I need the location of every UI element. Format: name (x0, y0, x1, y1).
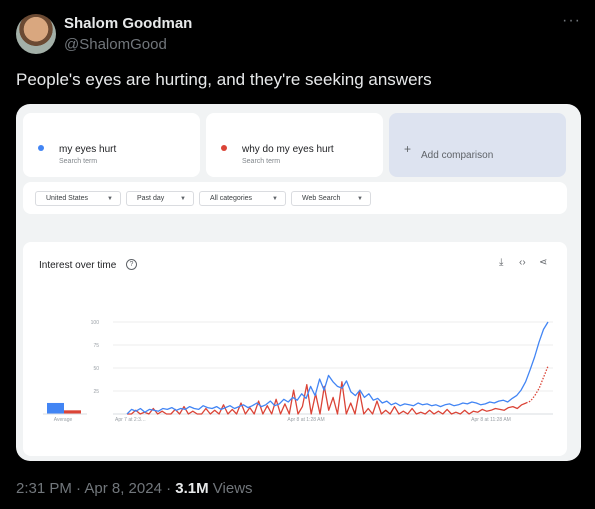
dropdown-arrow-icon: ▼ (272, 196, 278, 202)
tweet-meta: 2:31 PM · Apr 8, 2024 · 3.1M Views (16, 480, 253, 497)
add-comparison-label: Add comparison (421, 150, 494, 161)
filter-search-type: Web Search ▼ (291, 191, 371, 206)
x-tick-label: Apr 8 at 1:28 AM (287, 417, 324, 423)
dropdown-arrow-icon: ▼ (180, 196, 186, 202)
series-line (126, 321, 549, 415)
search-term-title: my eyes hurt (59, 144, 117, 155)
search-term-subtitle: Search term (242, 158, 281, 165)
x-tick-label: Apr 7 at 2:3… (115, 417, 146, 423)
average-label: Average (54, 417, 73, 423)
tweet-text: People's eyes are hurting, and they're s… (16, 70, 432, 89)
embed-icon: ‹› (519, 257, 526, 268)
filter-region: United States ▼ (35, 191, 121, 206)
y-tick-label: 100 (91, 320, 100, 326)
series-dot-icon (221, 145, 227, 151)
series-dot-icon (38, 145, 44, 151)
average-bar (47, 402, 64, 414)
filter-category: All categories ▼ (199, 191, 286, 206)
download-icon: ⤓ (499, 257, 504, 268)
search-term-2: why do my eyes hurt Search term (206, 113, 383, 177)
dropdown-arrow-icon: ▼ (107, 196, 113, 202)
views-count: 3.1M (175, 480, 209, 497)
dropdown-arrow-icon: ▼ (357, 196, 363, 202)
avatar[interactable] (16, 14, 56, 54)
timestamp[interactable]: 2:31 PM · Apr 8, 2024 · (16, 480, 176, 497)
y-tick-label: 75 (93, 343, 99, 349)
help-icon: ? (126, 259, 137, 270)
search-term-subtitle: Search term (59, 158, 98, 165)
x-tick-label: Apr 8 at 11:28 AM (471, 417, 511, 423)
average-bar (64, 410, 81, 414)
chart-title: Interest over time (39, 260, 117, 271)
series-line (127, 381, 527, 415)
share-icon: ⋖ (539, 257, 548, 268)
y-tick-label: 25 (93, 389, 99, 395)
display-name[interactable]: Shalom Goodman (64, 15, 193, 32)
plus-icon: + (404, 142, 412, 156)
user-handle[interactable]: @ShalomGood (64, 36, 167, 53)
y-tick-label: 50 (93, 366, 99, 372)
search-term-1: my eyes hurt Search term (23, 113, 200, 177)
series-line-partial (525, 365, 549, 404)
views-label: Views (208, 480, 253, 497)
interest-chart: 100 75 50 25 Apr 7 at 2:3… Apr 8 at 1:28 AM Ap… (43, 320, 553, 423)
filter-time: Past day ▼ (126, 191, 194, 206)
add-comparison-button: + Add comparison (389, 113, 566, 177)
interest-chart-card: Interest over time ? ⤓ ‹› ⋖ 100 75 50 25 Apr… (23, 242, 567, 456)
filter-bar: United States ▼ Past day ▼ All categories ▼… (23, 182, 567, 214)
more-icon[interactable]: ··· (562, 12, 581, 29)
trends-screenshot[interactable]: my eyes hurt Search term why do my eyes … (16, 104, 581, 461)
search-term-title: why do my eyes hurt (242, 144, 334, 155)
